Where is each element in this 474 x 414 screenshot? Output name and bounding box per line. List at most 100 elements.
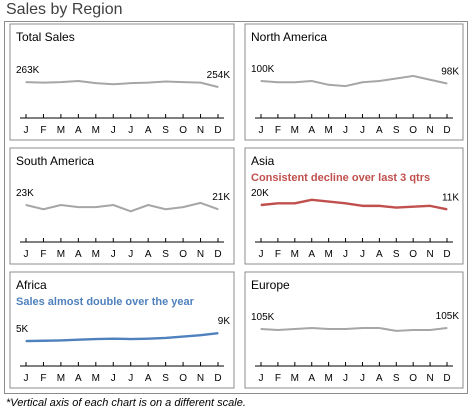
panel-border xyxy=(244,23,464,141)
data-point xyxy=(77,80,79,82)
data-point xyxy=(217,332,219,334)
x-tick-label: J xyxy=(360,125,365,136)
panel-border xyxy=(9,271,235,389)
x-tick-label: J xyxy=(343,249,348,260)
series-line xyxy=(260,198,448,211)
data-point xyxy=(130,82,132,84)
x-tick-label: N xyxy=(426,249,433,260)
x-tick-label: M xyxy=(57,125,65,136)
data-point xyxy=(112,338,114,340)
chart-panel-5: Africa Sales almost double over the year J… xyxy=(9,271,235,389)
data-point xyxy=(260,328,262,330)
page-title: Sales by Region xyxy=(6,1,123,18)
data-point xyxy=(446,208,448,210)
x-tick-label: A xyxy=(308,125,315,136)
x-tick-label: J xyxy=(259,249,264,260)
start-value-label: 100K xyxy=(251,64,275,75)
data-point xyxy=(260,204,262,206)
panel-border xyxy=(9,23,235,141)
data-point xyxy=(277,329,279,331)
x-tick-label: S xyxy=(393,249,400,260)
data-point xyxy=(260,80,262,82)
data-point xyxy=(412,329,414,331)
data-point xyxy=(361,327,364,329)
series-line xyxy=(25,331,219,343)
start-value-label: 105K xyxy=(251,312,275,323)
data-point xyxy=(294,328,296,330)
data-point xyxy=(165,337,167,339)
x-tick-label: A xyxy=(75,249,82,260)
data-point xyxy=(60,339,62,341)
x-tick-label: M xyxy=(324,373,332,384)
panel-border xyxy=(244,147,464,265)
panel-title: Asia xyxy=(251,154,275,168)
data-point xyxy=(395,330,397,332)
data-point xyxy=(395,206,397,209)
x-tick-label: J xyxy=(128,125,133,136)
data-point xyxy=(199,202,202,204)
data-point xyxy=(328,200,330,203)
x-tick-label: M xyxy=(57,249,65,260)
data-point xyxy=(42,208,45,210)
data-point xyxy=(344,202,347,204)
x-tick-label: M xyxy=(291,249,299,260)
data-point xyxy=(95,338,97,340)
data-point xyxy=(77,206,79,208)
x-tick-label: F xyxy=(275,373,281,384)
x-tick-label: J xyxy=(128,373,133,384)
x-tick-label: D xyxy=(443,125,450,136)
data-point xyxy=(112,83,114,85)
end-value-label: 98K xyxy=(441,67,459,78)
x-tick-label: N xyxy=(426,373,433,384)
x-tick-label: O xyxy=(179,249,187,260)
x-tick-label: S xyxy=(393,125,400,136)
x-tick-label: A xyxy=(376,373,383,384)
x-tick-label: O xyxy=(409,125,417,136)
x-tick-label: D xyxy=(443,373,450,384)
data-point xyxy=(446,82,448,85)
x-tick-label: O xyxy=(179,125,187,136)
data-point xyxy=(60,204,62,206)
x-tick-label: A xyxy=(308,373,315,384)
data-point xyxy=(60,81,62,83)
data-point xyxy=(311,327,313,329)
x-tick-label: O xyxy=(409,373,417,384)
x-tick-label: F xyxy=(275,125,281,136)
x-tick-label: J xyxy=(24,249,29,260)
data-point xyxy=(311,80,313,82)
x-tick-label: J xyxy=(360,249,365,260)
panel-title: South America xyxy=(16,154,94,168)
x-tick-label: J xyxy=(111,249,116,260)
data-point xyxy=(130,338,132,340)
data-point xyxy=(182,336,184,338)
x-tick-label: F xyxy=(40,125,46,136)
data-point xyxy=(217,86,219,88)
data-point xyxy=(147,204,149,206)
annotation-text: Consistent decline over last 3 qtrs xyxy=(251,172,430,184)
x-tick-label: A xyxy=(376,125,383,136)
data-point xyxy=(412,75,414,77)
x-tick-label: N xyxy=(197,125,204,136)
x-tick-label: A xyxy=(376,249,383,260)
data-point xyxy=(294,81,296,83)
x-tick-label: M xyxy=(57,373,65,384)
x-tick-label: A xyxy=(75,125,82,136)
data-point xyxy=(25,81,27,83)
data-point xyxy=(294,202,296,204)
x-tick-label: M xyxy=(324,125,332,136)
data-point xyxy=(77,339,79,341)
end-value-label: 254K xyxy=(207,70,231,81)
data-point xyxy=(277,81,279,83)
data-point xyxy=(217,208,219,210)
charts-frame xyxy=(4,21,468,394)
data-point xyxy=(199,334,202,336)
panel-title: North America xyxy=(251,30,327,44)
data-point xyxy=(361,81,364,83)
data-point xyxy=(182,81,184,83)
x-tick-label: M xyxy=(291,373,299,384)
x-tick-label: N xyxy=(197,373,204,384)
footnote: *Vertical axis of each chart is on a dif… xyxy=(6,397,246,409)
